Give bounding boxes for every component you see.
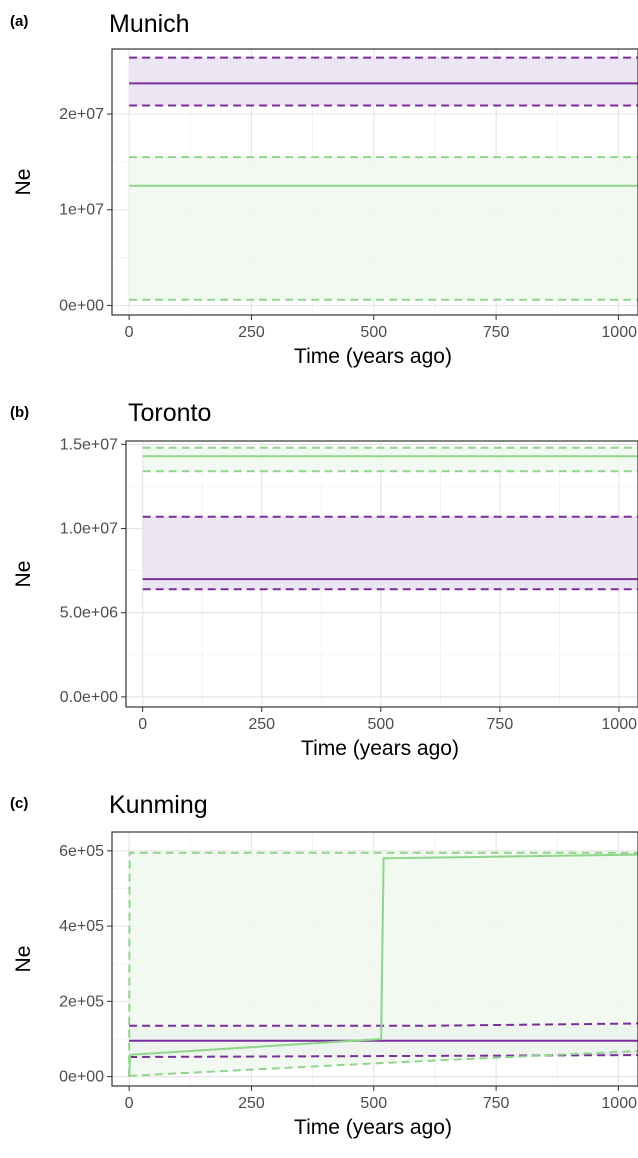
x-tick-label: 0 [125,1095,134,1112]
y-axis-label: Ne [12,561,35,588]
ci-band-series-0 [142,516,638,590]
y-axis-label: Ne [12,946,35,973]
x-tick-label: 0 [138,716,147,733]
panel-munich: (a) Munich 0 250 500 750 1000 0e+00 1e+07 2e+07 Ti… [10,10,638,368]
x-tick-label: 1000 [601,1095,637,1112]
panel-tag: (b) [10,404,29,421]
x-tick-label: 250 [238,324,265,341]
y-tick-label: 0.0e+00 [60,689,118,706]
x-tick-label: 500 [367,716,394,733]
y-tick-label: 0e+00 [59,297,104,314]
panel-border [111,831,638,1087]
x-tick-label: 500 [360,324,387,341]
x-tick-label: 500 [360,1095,387,1112]
panel-toronto: (b) Toronto 0 250 500 750 1000 0.0e+00 5.0e+06 1.… [10,399,638,760]
plot-area [112,49,638,315]
x-tick-label: 250 [238,1095,265,1112]
ci-band-series-0 [129,57,638,106]
upper-bound-series-0 [129,1022,638,1027]
y-tick-label: 5.0e+06 [60,605,118,622]
x-tick-label: 750 [487,716,514,733]
x-tick-label: 750 [483,324,510,341]
panel-tag: (c) [10,795,28,812]
ci-band-series-1 [129,157,638,300]
y-tick-label: 1.5e+07 [60,436,118,453]
y-tick-label: 2e+07 [59,106,104,123]
median-line-series-1 [128,853,638,1077]
plot-area [126,441,638,707]
x-tick-label: 0 [125,324,134,341]
ci-band-series-1 [142,447,638,472]
x-tick-label: 750 [483,1095,510,1112]
y-tick-label: 1.0e+07 [60,521,118,538]
plot-area [112,832,638,1086]
x-tick-label: 250 [248,716,275,733]
panel-title: Toronto [128,399,211,427]
panel-title: Kunming [109,791,208,819]
y-axis-label: Ne [12,169,35,196]
x-tick-label: 1000 [601,324,637,341]
y-tick-label: 1e+07 [59,202,104,219]
y-tick-label: 4e+05 [59,918,104,935]
x-tick-label: 1000 [601,716,637,733]
y-tick-label: 0e+00 [59,1069,104,1086]
x-axis-label: Time (years ago) [301,737,459,760]
panel-tag: (a) [10,13,28,30]
panel-border [125,440,638,708]
panel-title: Munich [109,10,190,38]
y-tick-label: 2e+05 [59,993,104,1010]
panel-border [111,48,638,316]
x-axis-label: Time (years ago) [294,345,452,368]
upper-bound-series-1 [128,851,638,1077]
ci-band-series-1 [129,852,638,1077]
panel-kunming: (c) Kunming 0 250 500 750 1000 0e+00 2e+05 4e+05 6… [10,791,638,1139]
lower-bound-series-0 [129,1054,638,1058]
x-axis-label: Time (years ago) [294,1116,452,1139]
y-tick-label: 6e+05 [59,843,104,860]
